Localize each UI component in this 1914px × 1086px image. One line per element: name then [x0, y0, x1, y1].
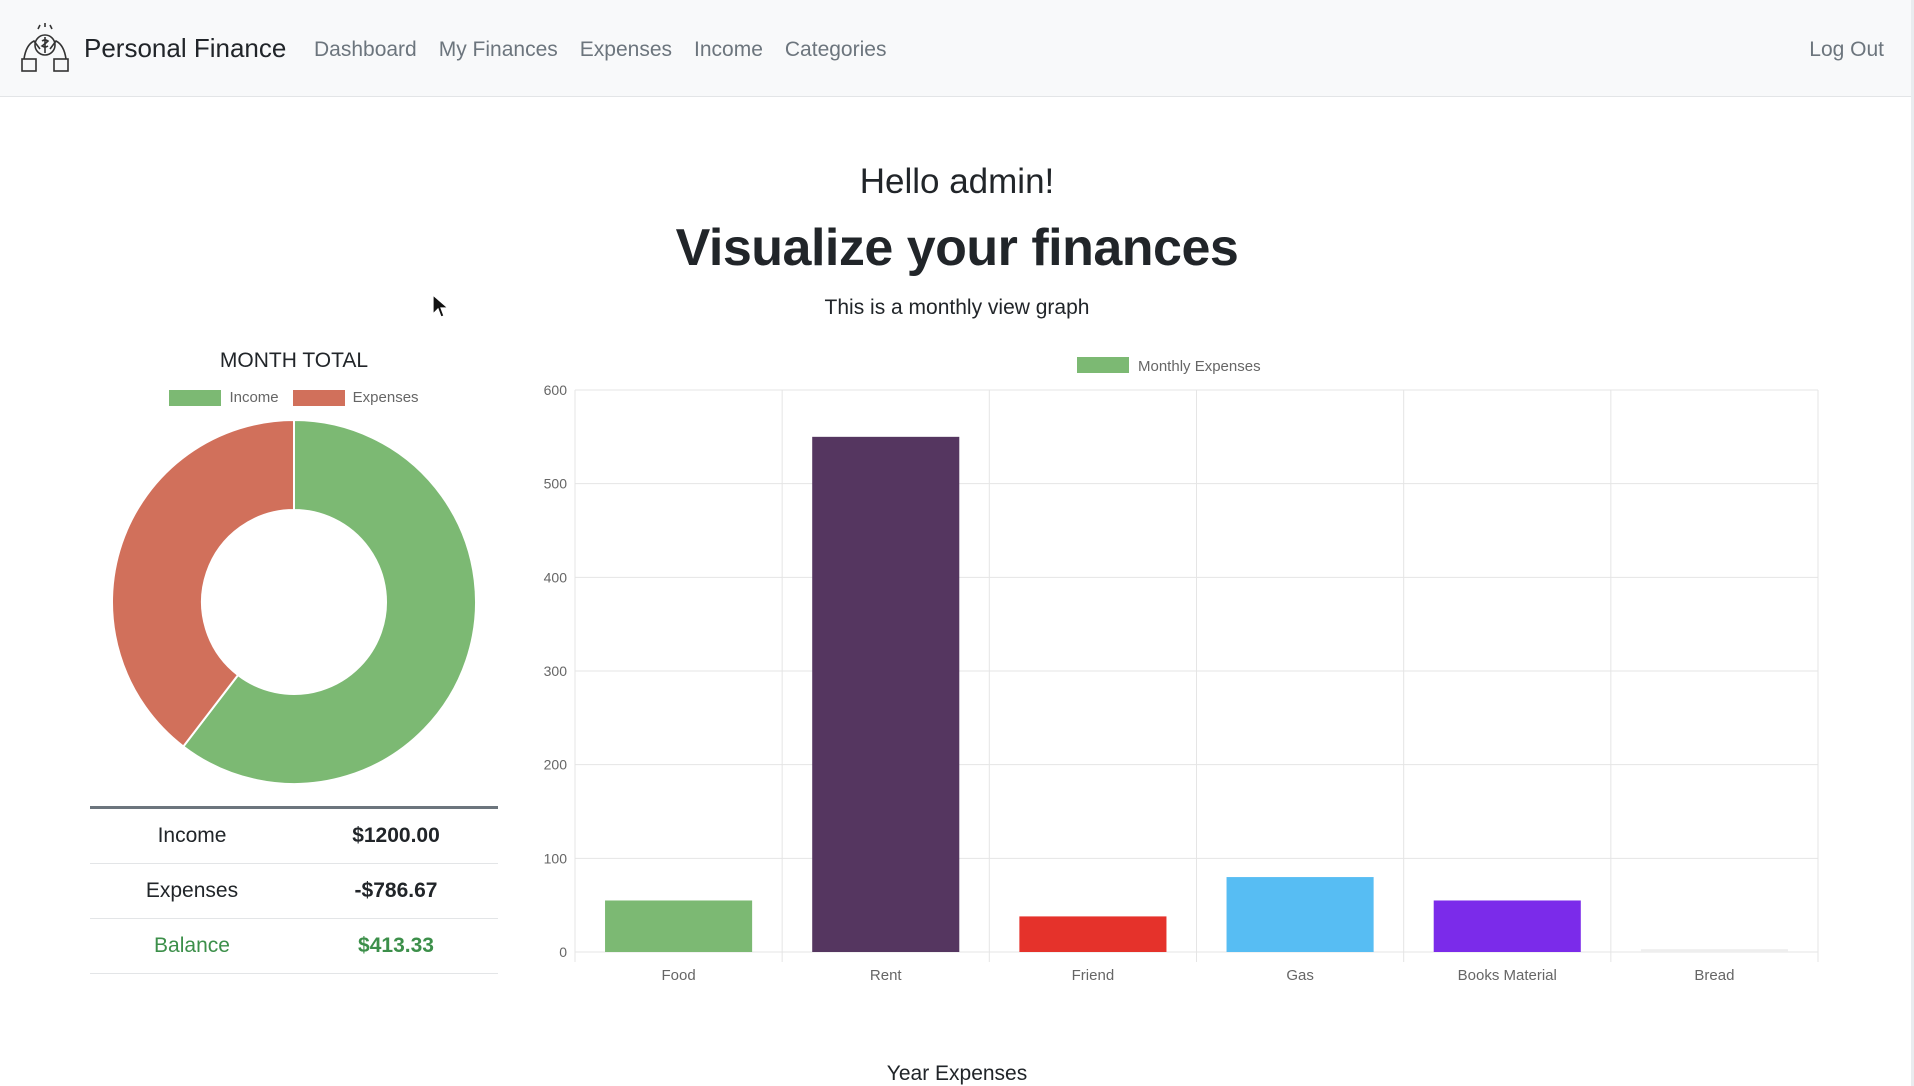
summary-row-expenses: Expenses -$786.67 [90, 864, 498, 919]
legend-item-income[interactable]: Income [169, 389, 279, 406]
bar-legend-label: Monthly Expenses [1138, 358, 1261, 375]
monthly-expenses-bar-chart: Monthly Expenses 0 100 200 300 400 500 600 Food R… [544, 357, 1819, 984]
money-hands-icon [21, 23, 69, 72]
y-tick-label: 0 [559, 944, 567, 960]
summary-label-balance: Balance [154, 934, 230, 957]
x-tick-label: Rent [870, 967, 903, 984]
y-tick-label: 200 [544, 757, 568, 773]
donut-legend: Income Expenses [90, 389, 498, 406]
brand-name: Personal Finance [84, 32, 287, 63]
x-tick-label: Gas [1286, 967, 1314, 984]
nav-link-dashboard[interactable]: Dashboard [314, 38, 417, 61]
bar-bread[interactable] [1640, 949, 1788, 952]
summary-label-expenses: Expenses [145, 879, 239, 902]
navbar: Personal Finance Dashboard My Finances E… [0, 0, 1914, 97]
logout-link[interactable]: Log Out [1809, 38, 1884, 61]
summary-row-balance: Balance $413.33 [90, 919, 498, 974]
legend-swatch-income [169, 389, 222, 406]
bar-rent[interactable] [812, 436, 960, 952]
bar-friend[interactable] [1019, 916, 1167, 952]
bar-books-material[interactable] [1433, 900, 1581, 952]
legend-swatch-expenses [292, 389, 345, 406]
nav-link-my-finances[interactable]: My Finances [438, 38, 558, 61]
y-tick-label: 100 [544, 850, 568, 866]
summary-value-balance: $413.33 [358, 934, 434, 957]
summary-value-expenses: -$786.67 [354, 879, 438, 902]
x-tick-label: Bread [1694, 967, 1734, 984]
page-subtitle: This is a monthly view graph [824, 296, 1090, 319]
summary-row-income: Income $1200.00 [90, 809, 498, 864]
month-total-title: MONTH TOTAL [219, 349, 369, 372]
nav-link-categories[interactable]: Categories [784, 38, 887, 61]
bar-legend-item[interactable]: Monthly Expenses [1077, 357, 1261, 375]
y-tick-label: 300 [544, 663, 568, 679]
bar-food[interactable] [605, 900, 753, 952]
summary-label-income: Income [157, 824, 227, 847]
x-tick-label: Food [661, 967, 695, 984]
summary-value-income: $1200.00 [352, 824, 440, 847]
y-tick-label: 400 [544, 569, 568, 585]
nav-links: Dashboard My Finances Expenses Income Ca… [314, 38, 886, 62]
page-title: Visualize your finances [675, 219, 1239, 277]
greeting: Hello admin! [859, 162, 1055, 201]
legend-label-expenses: Expenses [352, 389, 419, 406]
doughnut-slice-income[interactable] [181, 418, 477, 785]
legend-label-income: Income [229, 389, 279, 406]
brand[interactable]: Personal Finance [18, 20, 286, 76]
bar-gas[interactable] [1226, 877, 1374, 952]
y-tick-label: 600 [544, 382, 568, 398]
x-tick-label: Books Material [1458, 967, 1557, 984]
mouse-cursor-icon [432, 294, 450, 318]
year-expenses-title: Year Expenses [886, 1062, 1028, 1085]
nav-link-expenses[interactable]: Expenses [579, 38, 673, 61]
nav-link-income[interactable]: Income [694, 38, 763, 61]
window-edge [1911, 0, 1914, 1086]
y-tick-label: 500 [544, 476, 568, 492]
bar-legend-swatch [1077, 357, 1129, 373]
summary-table: Income $1200.00 Expenses -$786.67 Balanc… [90, 806, 498, 974]
legend-item-expenses[interactable]: Expenses [292, 389, 419, 406]
doughnut-slice-expenses[interactable] [111, 418, 295, 748]
month-total-doughnut-chart [111, 418, 477, 785]
x-tick-label: Friend [1072, 967, 1115, 984]
